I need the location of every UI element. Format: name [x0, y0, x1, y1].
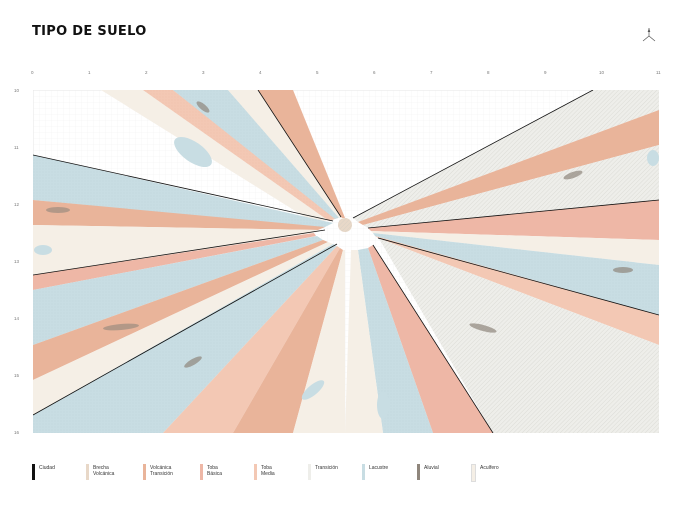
left-axis-tick: 11 — [14, 145, 19, 150]
legend-item-lacustre: Lacustre — [362, 464, 388, 486]
north-arrow-icon — [642, 28, 656, 42]
lacustre-island — [377, 391, 389, 419]
legend-swatch — [200, 464, 203, 480]
band-acuifero-top — [101, 90, 333, 222]
band-acuifero-top2 — [228, 90, 343, 218]
top-axis-tick: 0 — [31, 70, 34, 75]
band-acuifero-left2 — [33, 242, 333, 415]
aluvial-patch — [184, 356, 202, 368]
city-line — [367, 199, 659, 229]
band-volcanica-left2 — [33, 240, 328, 380]
legend-swatch — [143, 464, 146, 480]
top-axis-tick: 7 — [430, 70, 433, 75]
left-axis-tick: 16 — [14, 430, 20, 435]
legend-swatch — [362, 464, 365, 480]
city-line — [33, 243, 338, 416]
aluvial-patch — [103, 323, 139, 331]
top-axis-tick: 10 — [599, 70, 605, 75]
legend-swatch — [32, 464, 35, 480]
legend-swatch — [86, 464, 89, 480]
legend: Ciudad Brecha Volcánica Volcánica Transi… — [32, 464, 662, 490]
legend-label: Volcánica Transición — [150, 465, 173, 477]
band-acuifero-right-bottom — [345, 250, 383, 433]
legend-item-toba-media: Toba Media — [254, 464, 275, 486]
top-axis-tick: 2 — [145, 70, 148, 75]
left-axis-tick: 14 — [14, 316, 20, 321]
legend-item-aluvial: Aluvial — [417, 464, 439, 486]
legend-item-transicion: Transición — [308, 464, 338, 486]
band-acuifero-bottom — [293, 250, 345, 433]
left-axis-tick: 12 — [14, 202, 20, 207]
lacustre-island — [174, 136, 212, 168]
lacustre-island — [301, 380, 325, 400]
lacustre-island — [647, 150, 659, 166]
legend-label: Aluvial — [424, 465, 439, 471]
lacustre-island — [34, 245, 52, 255]
aluvial-patch — [469, 323, 497, 333]
map-title: TIPO DE SUELO — [32, 24, 147, 39]
top-axis-tick: 3 — [202, 70, 205, 75]
legend-label: Acuífero — [480, 465, 499, 471]
legend-swatch — [254, 464, 257, 480]
legend-label: Toba Básica — [207, 465, 223, 477]
band-toba-media-bottomleft — [163, 246, 340, 433]
legend-label: Transición — [315, 465, 338, 471]
top-axis-tick: 6 — [373, 70, 376, 75]
city-line — [33, 154, 334, 222]
city-line — [377, 237, 659, 316]
band-toba-right-bottom — [368, 245, 493, 433]
band-volcanica-top — [258, 90, 345, 218]
band-acuifero-left — [33, 225, 319, 275]
legend-item-volcanica-transicion: Volcánica Transición — [143, 464, 173, 486]
aluvial-patch — [613, 267, 633, 273]
band-toba-left — [33, 200, 325, 230]
legend-label: Brecha Volcánica — [93, 465, 115, 477]
city-line — [372, 244, 494, 433]
legend-item-acuifero: Acuífero — [471, 464, 499, 486]
left-axis: 10 11 12 13 14 15 16 — [14, 0, 26, 511]
city-line — [33, 229, 326, 276]
legend-swatch — [417, 464, 420, 480]
legend-label: Toba Media — [261, 465, 275, 477]
band-toba-basica-right — [368, 200, 659, 240]
legend-item-brecha: Brecha Volcánica — [86, 464, 114, 486]
top-axis-tick: 8 — [487, 70, 490, 75]
legend-label: Ciudad — [39, 465, 55, 471]
band-acuifero-right — [371, 231, 659, 265]
legend-swatch — [471, 464, 476, 482]
band-volcanica-bottom — [233, 248, 343, 433]
left-axis-tick: 10 — [14, 88, 20, 93]
left-axis-tick: 13 — [14, 259, 20, 264]
legend-item-ciudad: Ciudad — [32, 464, 55, 486]
legend-label: Lacustre — [369, 465, 389, 471]
left-axis-tick: 15 — [14, 373, 20, 378]
city-line — [257, 90, 342, 218]
band-toba-basica-left — [33, 233, 316, 290]
top-axis-tick: 5 — [316, 70, 319, 75]
top-axis-tick: 1 — [88, 70, 91, 75]
aluvial-patch — [46, 207, 70, 213]
aluvial-patch — [196, 101, 210, 113]
band-toba-media-right — [375, 236, 659, 345]
top-axis-tick: 9 — [544, 70, 547, 75]
aluvial-patch — [563, 170, 583, 180]
top-axis-tick: 4 — [259, 70, 262, 75]
soil-map — [33, 90, 659, 433]
legend-swatch — [308, 464, 311, 480]
top-axis: 0 1 2 3 4 5 6 7 8 9 10 11 — [0, 70, 682, 82]
legend-item-toba-basica: Toba Básica — [200, 464, 222, 486]
band-volcanica-right — [358, 110, 659, 225]
city-line — [352, 90, 594, 219]
top-axis-tick: 11 — [656, 70, 661, 75]
